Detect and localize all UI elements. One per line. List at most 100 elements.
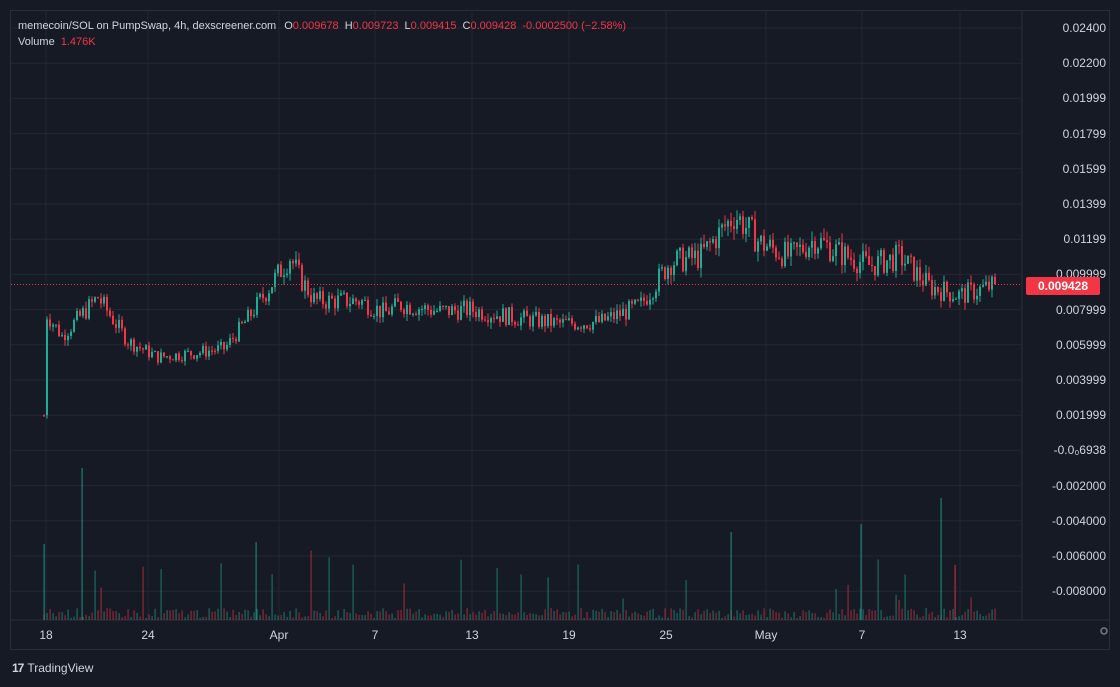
volume-bar	[490, 613, 492, 620]
candle-body	[787, 241, 789, 257]
volume-bar	[595, 610, 597, 620]
candle-body	[835, 244, 837, 257]
candle-body	[910, 255, 912, 257]
candle-body	[814, 240, 816, 254]
candle-body	[901, 246, 903, 266]
volume-bar	[421, 617, 423, 620]
candle-body	[850, 257, 852, 260]
candle-body	[661, 267, 663, 269]
candle-body	[688, 247, 690, 258]
volume-bar	[631, 613, 633, 620]
candle-body	[637, 299, 639, 301]
candle-body	[766, 246, 768, 251]
candle-body	[454, 306, 456, 311]
candle-body	[751, 217, 753, 220]
candle-body	[202, 346, 204, 353]
volume-bar	[481, 612, 483, 620]
volume-bar	[241, 613, 243, 620]
price-tick-label: -0.008000	[1051, 584, 1106, 599]
volume-bar	[907, 610, 909, 620]
volume-bar	[187, 614, 189, 620]
volume-bar	[667, 617, 669, 620]
volume-bar	[751, 614, 753, 620]
candle-body	[256, 296, 258, 315]
volume-bar	[877, 559, 879, 620]
chart-settings-icon[interactable]	[1098, 625, 1110, 637]
volume-bar	[118, 613, 120, 620]
candle-body	[802, 244, 804, 252]
candle-body	[328, 295, 330, 309]
volume-bar	[439, 614, 441, 620]
candle-body	[871, 264, 873, 267]
candle-body	[295, 259, 297, 264]
volume-bar	[991, 609, 993, 620]
time-tick-label: Apr	[269, 628, 289, 642]
candle-body	[397, 298, 399, 302]
volume-bar	[46, 612, 48, 620]
volume-bar	[562, 612, 564, 620]
volume-bar	[115, 611, 117, 620]
tradingview-logo[interactable]: 17 TradingView	[12, 661, 93, 675]
candle-body	[409, 304, 411, 315]
volume-bar	[964, 611, 966, 620]
volume-bar	[424, 614, 426, 620]
candle-body	[877, 256, 879, 276]
candle-body	[319, 291, 321, 300]
volume-bar	[325, 610, 327, 620]
candle-body	[625, 308, 627, 320]
candle-body	[820, 238, 822, 249]
volume-bar	[553, 611, 555, 620]
candle-body	[805, 251, 807, 257]
volume-bar	[841, 609, 843, 620]
candle-body	[991, 276, 993, 290]
candle-body	[490, 318, 492, 323]
candle-body	[403, 309, 405, 315]
candle-body	[523, 310, 525, 318]
chart-panel[interactable]	[10, 10, 1110, 650]
tradingview-logo-icon: 17	[12, 661, 24, 675]
volume-bar	[412, 613, 414, 620]
volume-bar	[262, 609, 264, 620]
volume-bar	[520, 574, 522, 620]
candle-body	[610, 312, 612, 317]
volume-bar	[979, 614, 981, 620]
volume-bar	[193, 610, 195, 620]
candle-body	[322, 291, 324, 305]
candle-body	[715, 239, 717, 249]
candle-body	[970, 282, 972, 285]
candle-body	[796, 242, 798, 248]
candle-body	[721, 224, 723, 228]
time-tick-label: 7	[371, 628, 379, 642]
volume-legend[interactable]: Volume 1.476K	[18, 36, 96, 48]
volume-bar	[976, 610, 978, 620]
volume-bar	[580, 608, 582, 620]
volume-bar	[718, 610, 720, 620]
volume-spike-bar	[860, 524, 862, 620]
price-tick-label: -0.002000	[1051, 478, 1106, 493]
symbol-title[interactable]: memecoin/SOL on PumpSwap, 4h, dexscreene…	[18, 20, 277, 32]
candle-body	[511, 307, 513, 323]
volume-bar	[382, 608, 384, 620]
volume-bar	[625, 609, 627, 620]
candle-body	[475, 311, 477, 318]
volume-bar	[868, 609, 870, 620]
candle-body	[211, 350, 213, 352]
volume-bar	[484, 609, 486, 620]
candle-body	[706, 241, 708, 248]
volume-bar	[961, 615, 963, 620]
volume-bar	[310, 550, 312, 620]
candle-body	[121, 320, 123, 329]
volume-bar	[673, 610, 675, 620]
volume-bar	[808, 610, 810, 620]
volume-bar	[292, 617, 294, 620]
candle-body	[793, 242, 795, 244]
candle-body	[856, 268, 858, 274]
volume-bar	[61, 612, 63, 620]
volume-bar	[796, 617, 798, 620]
volume-bar	[994, 608, 996, 620]
volume-bar	[793, 611, 795, 620]
volume-spike-bar	[940, 498, 942, 620]
candle-body	[460, 306, 462, 320]
volume-bar	[430, 615, 432, 620]
